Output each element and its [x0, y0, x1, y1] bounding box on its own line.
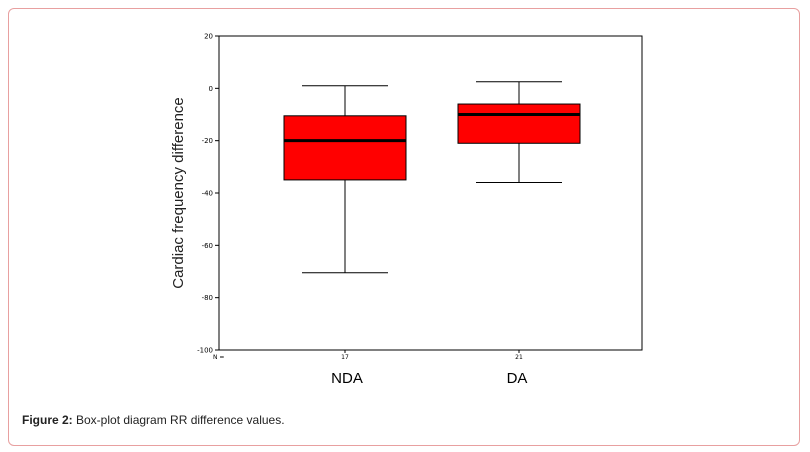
y-tick-label: -80 — [202, 294, 213, 302]
y-tick-label: 20 — [204, 33, 213, 41]
figure-caption: Figure 2: Box-plot diagram RR difference… — [22, 413, 285, 427]
caption-text: Box-plot diagram RR difference values. — [72, 413, 285, 427]
n-count-label: 21 — [515, 354, 523, 361]
caption-label: Figure 2: — [22, 413, 73, 427]
y-tick-label: -100 — [197, 347, 213, 355]
n-prefix-label: N = — [213, 354, 224, 361]
category-label: NDA — [331, 370, 363, 387]
n-count-label: 17 — [341, 354, 349, 361]
category-label: DA — [507, 370, 528, 387]
y-tick-label: -40 — [202, 190, 213, 198]
y-tick-label: -60 — [202, 242, 213, 250]
plot-area-frame — [218, 35, 643, 351]
y-tick-label: -20 — [202, 137, 213, 145]
figure-frame — [8, 8, 800, 446]
box-iqr — [283, 115, 407, 181]
y-tick-label: 0 — [209, 85, 213, 93]
y-axis-label: Cardiac frequency difference — [170, 97, 187, 289]
box-iqr — [457, 103, 581, 144]
